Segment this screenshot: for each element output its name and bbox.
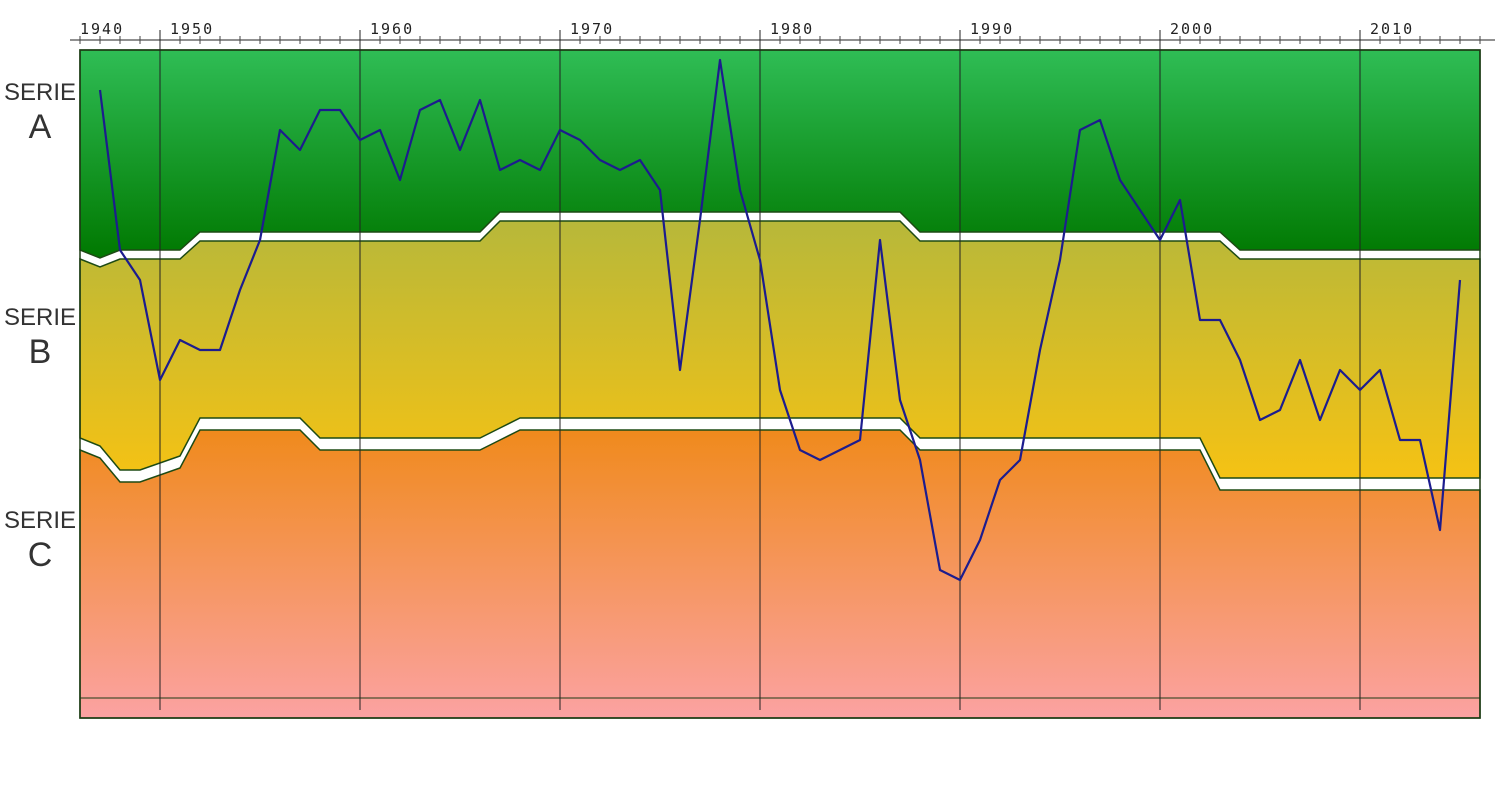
series-name: A: [29, 108, 52, 146]
series-prefix: SERIE: [4, 79, 76, 106]
series-name: C: [28, 536, 53, 574]
x-tick-label: 2000: [1170, 20, 1214, 38]
series-prefix: SERIE: [4, 304, 76, 331]
x-tick-label: 1980: [770, 20, 814, 38]
series-prefix: SERIE: [4, 507, 76, 534]
series-name: B: [29, 333, 52, 371]
x-tick-label: 1990: [970, 20, 1014, 38]
x-tick-label: 1950: [170, 20, 214, 38]
x-tick-label: 2010: [1370, 20, 1414, 38]
data-line: [98, 58, 1462, 582]
x-tick-label: 1960: [370, 20, 414, 38]
x-tick-label: 1940: [80, 20, 124, 38]
plot-frame: [79, 49, 1481, 719]
x-tick-label: 1970: [570, 20, 614, 38]
